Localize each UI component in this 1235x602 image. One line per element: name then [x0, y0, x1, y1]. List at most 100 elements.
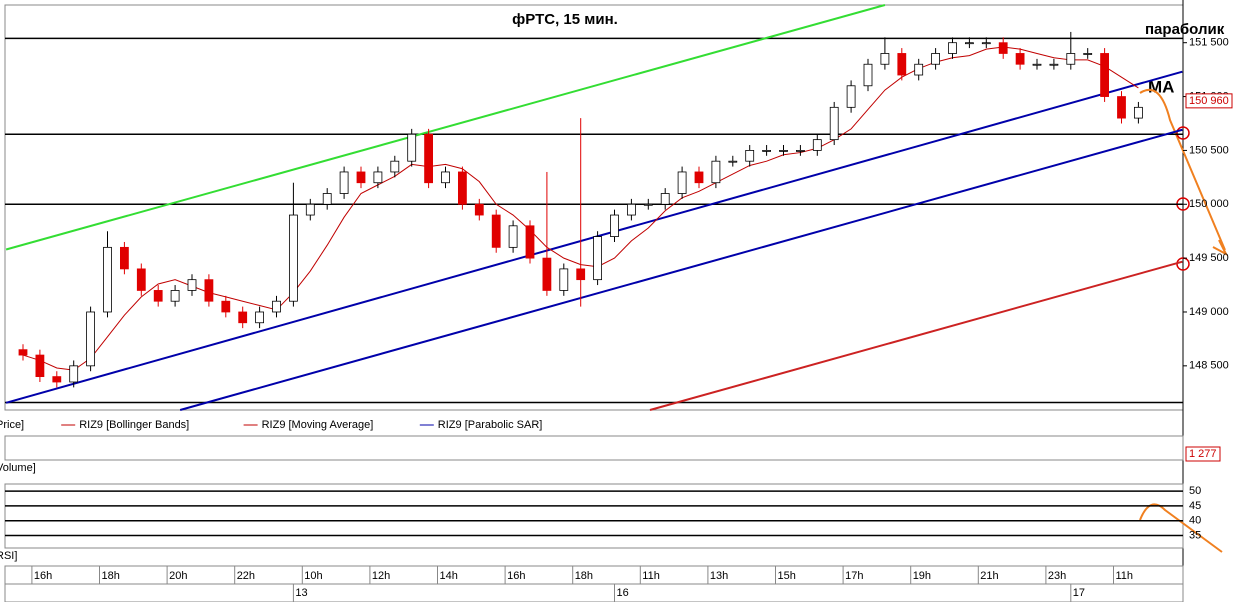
level-marker: [1176, 126, 1190, 140]
candle-body: [948, 42, 957, 54]
candle-body: [221, 300, 231, 313]
x-tick-label: 15h: [778, 570, 796, 582]
legend-label: Price]: [0, 419, 24, 431]
candle-body: [998, 42, 1008, 54]
x-tick-label: 20h: [169, 570, 187, 582]
legend-label: RIZ9 [Moving Average]: [262, 419, 374, 431]
rsi-forecast: [1139, 503, 1223, 553]
y-tick-label: 150 000: [1189, 198, 1229, 210]
candle-body: [35, 354, 45, 378]
candle-body: [424, 133, 434, 184]
candle-body: [1134, 106, 1143, 119]
candle-body: [525, 225, 535, 259]
candle-body: [1049, 63, 1059, 66]
candle-body: [69, 365, 79, 383]
candle-body: [136, 268, 146, 291]
x-tick-label: 18h: [102, 570, 120, 582]
candle-body: [407, 133, 417, 162]
candle-body: [187, 279, 197, 291]
candle-body: [745, 150, 755, 162]
chart-title: фРТС, 15 мин.: [512, 11, 618, 28]
legend-label: RIZ9 [Bollinger Bands]: [79, 419, 189, 431]
y-tick-label: 149 000: [1189, 306, 1229, 318]
x-tick-label: 18h: [575, 570, 593, 582]
candle-body: [779, 150, 788, 152]
x-tick-label: 23h: [1048, 570, 1066, 582]
candle-body: [255, 311, 265, 324]
candle-body: [153, 290, 163, 302]
x-tick-label: 14h: [440, 570, 458, 582]
candle-body: [863, 63, 873, 87]
candle-body: [508, 225, 518, 248]
date-label: 13: [295, 587, 307, 599]
candle-body: [897, 53, 907, 76]
candle-body: [288, 214, 298, 302]
x-tick-label: 11h: [642, 570, 660, 582]
y-tick-label: 150 500: [1189, 144, 1229, 156]
x-tick-label: 19h: [913, 570, 931, 582]
candle-body: [103, 246, 112, 313]
x-tick-label: 11h: [1116, 570, 1134, 582]
last-price-box: [1185, 93, 1233, 109]
candle-body: [272, 300, 281, 313]
candle-body: [322, 193, 332, 205]
legend-label: RIZ9 [Parabolic SAR]: [438, 419, 543, 431]
candle-body: [441, 171, 450, 184]
date-label: 16: [617, 587, 629, 599]
last-price-label: 150 960: [1189, 95, 1229, 107]
candle-body: [576, 268, 586, 281]
candle-body: [677, 171, 687, 194]
volume-panel: [4, 435, 1184, 461]
candle-body: [305, 203, 315, 216]
rsi-title: RSI]: [0, 550, 17, 562]
candle-body: [390, 160, 400, 173]
candle-body: [356, 171, 366, 184]
candle-body: [643, 203, 653, 206]
candle-body: [18, 349, 28, 356]
candle-body: [204, 279, 214, 302]
x-tick-label: 10h: [304, 570, 322, 582]
trend-line: [179, 128, 1183, 411]
candle-body: [1117, 96, 1126, 119]
candle-body: [1066, 53, 1076, 65]
rsi-tick-label: 35: [1189, 529, 1201, 541]
x-tick-label: 16h: [34, 570, 52, 582]
candle-body: [796, 150, 805, 152]
candle-body: [846, 85, 856, 108]
candle-body: [762, 150, 771, 152]
candle-body: [474, 203, 484, 216]
candle-body: [593, 236, 602, 281]
candle-body: [812, 139, 822, 151]
x-tick-label: 17h: [845, 570, 863, 582]
y-tick-label: 149 500: [1189, 252, 1229, 264]
candle-body: [120, 246, 129, 270]
candle-body: [914, 63, 924, 76]
candle-body: [86, 311, 95, 367]
candle-body: [880, 53, 890, 65]
candle-body: [728, 160, 738, 163]
forecast-arrowhead: [1212, 239, 1229, 257]
candle-body: [559, 268, 569, 291]
candle-body: [1032, 63, 1042, 66]
x-tick-label: 16h: [507, 570, 525, 582]
candle-body: [1015, 53, 1025, 65]
date-label: 17: [1073, 587, 1085, 599]
rsi-tick-label: 45: [1189, 500, 1201, 512]
candle-body: [457, 171, 467, 205]
candle-body: [711, 160, 721, 184]
candle-body: [491, 214, 501, 248]
trend-line: [5, 4, 886, 251]
y-tick-label: 151 500: [1189, 37, 1229, 49]
candle-body: [981, 42, 991, 45]
rsi-panel: [4, 483, 1184, 549]
candle-body: [373, 171, 383, 184]
price-panel: [4, 4, 1184, 411]
rsi-tick-label: 50: [1189, 485, 1201, 497]
candle-body: [339, 171, 349, 194]
forecast-arrow: [1139, 88, 1226, 251]
candle-body: [610, 214, 619, 237]
candle-body: [170, 290, 180, 302]
candle-body: [931, 53, 940, 65]
y-tick-label: 148 500: [1189, 360, 1229, 372]
